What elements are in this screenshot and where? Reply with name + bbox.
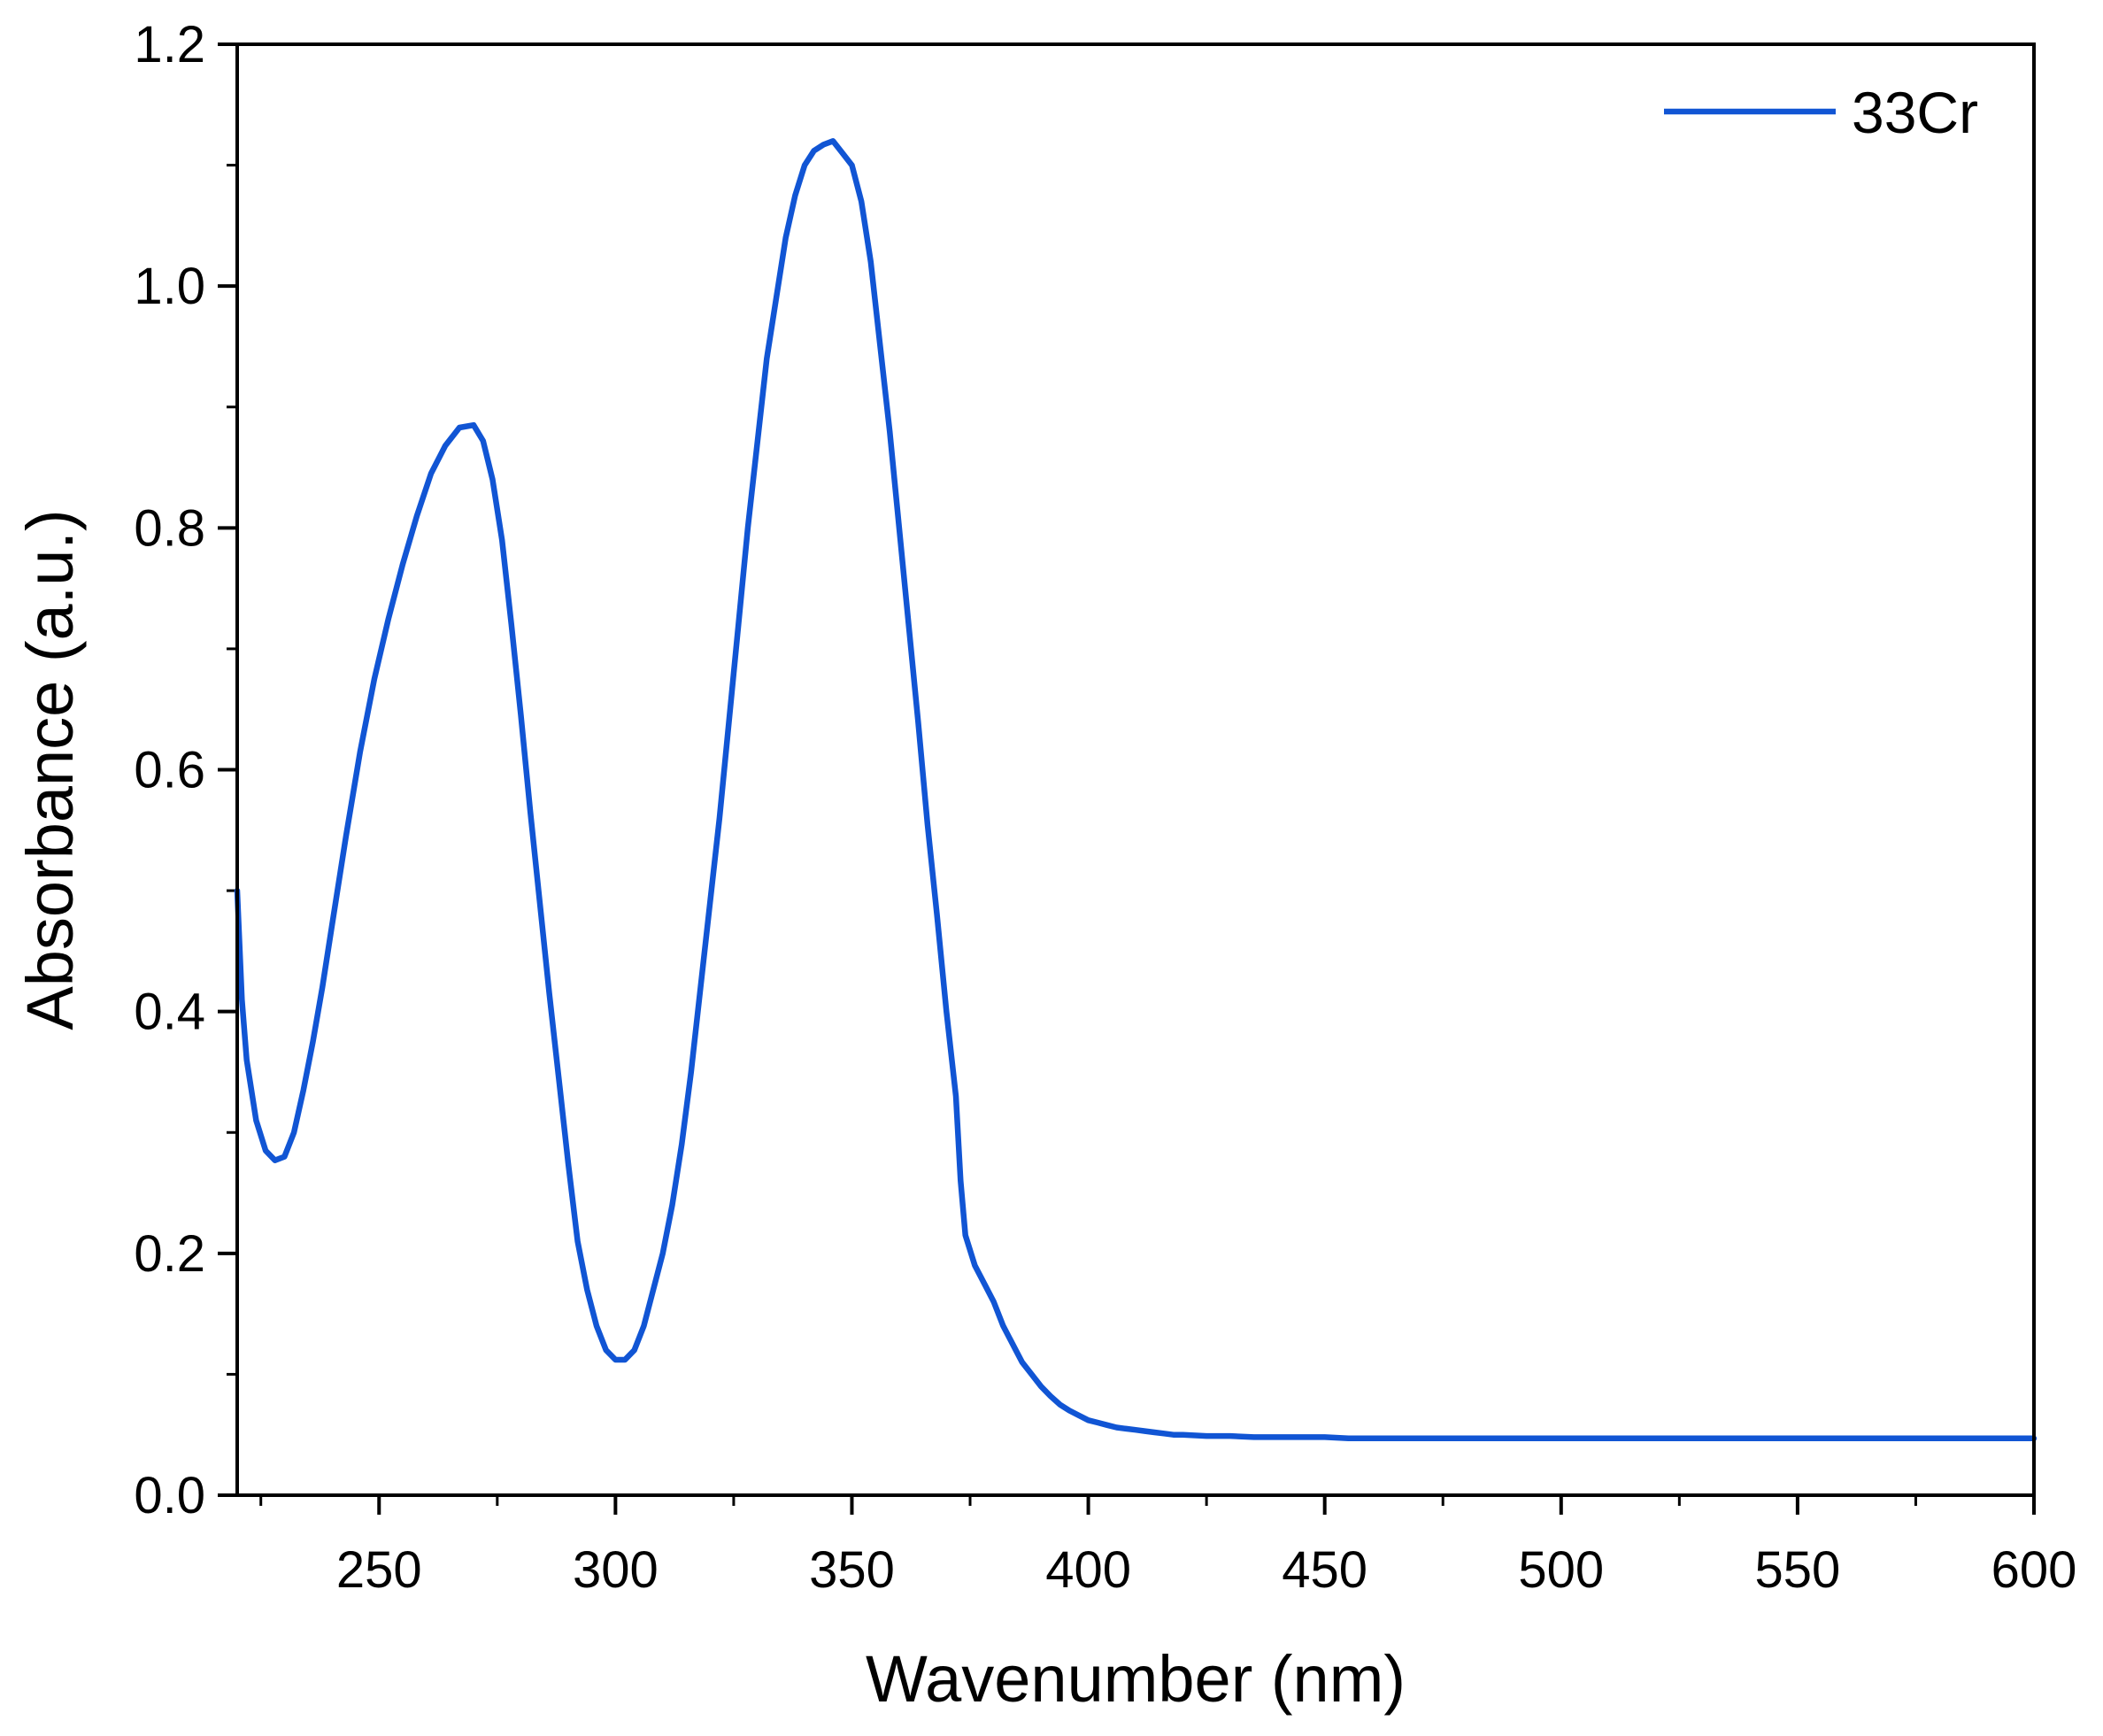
y-axis-title: Absorbance (a.u.): [13, 509, 87, 1030]
y-tick-label: 0.4: [134, 984, 205, 1041]
ticks-layer: [218, 42, 2036, 1515]
y-tick-label: 0.8: [134, 499, 205, 557]
y-tick-label: 0.6: [134, 742, 205, 799]
x-axis-title: Wavenumber (nm): [866, 1642, 1406, 1716]
x-tick-label: 600: [1991, 1541, 2077, 1599]
series-line-33cr: [234, 138, 2038, 1442]
y-tick-label: 1.2: [134, 16, 205, 73]
y-tick-label: 1.0: [134, 258, 205, 315]
tick-labels-layer: 250 300 350 400 450 500 550 600 0.0 0.2 0.4 0.6 0.8 1…: [134, 16, 2076, 1599]
y-tick-label: 0.2: [134, 1225, 205, 1283]
plot-frame: [235, 42, 2036, 1497]
x-tick-label: 550: [1755, 1541, 1841, 1599]
legend-label-33cr: 33Cr: [1852, 80, 1978, 145]
x-tick-label: 400: [1045, 1541, 1131, 1599]
y-tick-label: 0.0: [134, 1467, 205, 1524]
x-tick-label: 250: [336, 1541, 422, 1599]
x-tick-label: 350: [809, 1541, 895, 1599]
legend: 33Cr: [1664, 80, 1978, 145]
x-tick-label: 300: [573, 1541, 659, 1599]
x-tick-label: 500: [1518, 1541, 1604, 1599]
x-tick-label: 450: [1282, 1541, 1367, 1599]
